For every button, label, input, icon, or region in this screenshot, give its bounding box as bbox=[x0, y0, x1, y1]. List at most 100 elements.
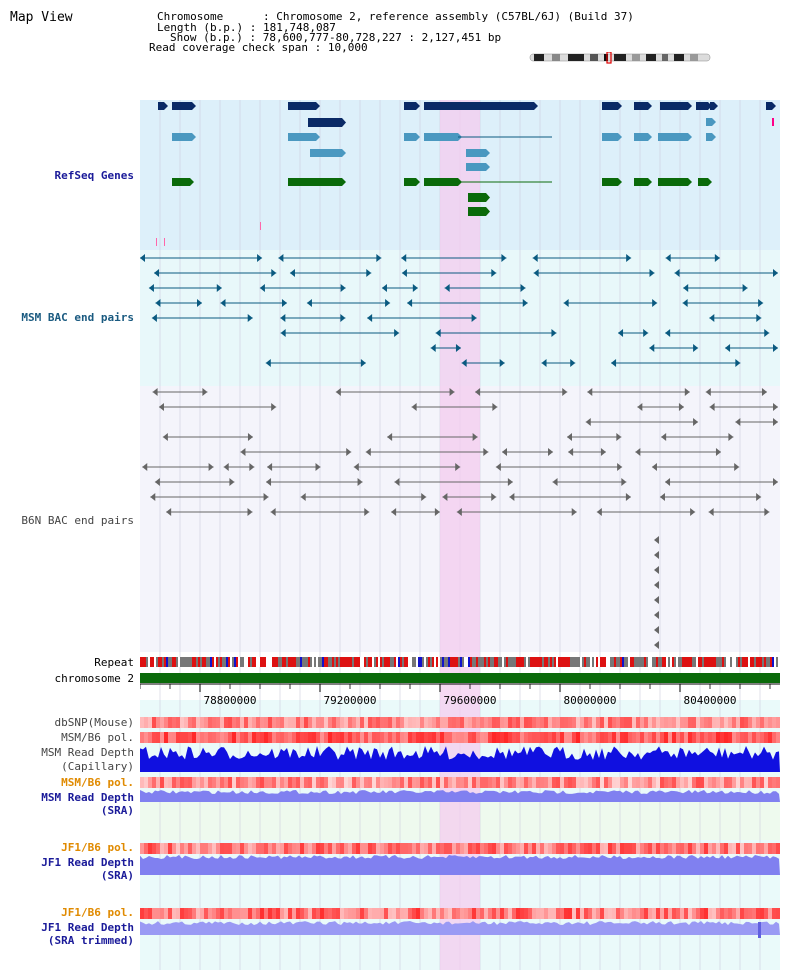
msm-b6-pol-heat bbox=[592, 732, 596, 743]
repeat-segment bbox=[172, 657, 174, 667]
repeat-segment bbox=[178, 657, 180, 667]
msm-read-depth-sra-label[interactable]: MSM Read Depth bbox=[41, 791, 134, 804]
jf1-b6-pol-trim-heat bbox=[576, 908, 580, 919]
jf1-b6-pol-heat bbox=[360, 843, 364, 854]
dbsnp-heat bbox=[624, 717, 628, 728]
jf1-b6-pol-heat bbox=[208, 843, 212, 854]
repeat-segment bbox=[268, 657, 270, 667]
jf1-read-depth-trimmed-label[interactable]: JF1 Read Depth bbox=[41, 921, 134, 934]
gene-exon-teal bbox=[288, 133, 316, 141]
msm-b6-pol-heat bbox=[208, 732, 212, 743]
jf1-b6-pol-trimmed-label[interactable]: JF1/B6 pol. bbox=[61, 906, 134, 919]
repeat-segment bbox=[166, 657, 168, 667]
jf1-b6-pol-heat bbox=[460, 843, 464, 854]
jf1-depth-spike bbox=[758, 922, 761, 938]
repeat-track-label[interactable]: Repeat bbox=[94, 656, 134, 669]
jf1-b6-pol-label[interactable]: JF1/B6 pol. bbox=[61, 841, 134, 854]
jf1-b6-pol-trim-heat bbox=[472, 908, 476, 919]
dbsnp-heat bbox=[264, 717, 268, 728]
msm-bac-track-label[interactable]: MSM BAC end pairs bbox=[21, 311, 134, 324]
jf1-b6-pol-trim-heat bbox=[356, 908, 360, 919]
repeat-segment bbox=[676, 657, 678, 667]
repeat-segment bbox=[754, 657, 756, 667]
gene-exon-navy bbox=[634, 102, 648, 110]
jf1-b6-pol-trim-heat bbox=[728, 908, 732, 919]
jf1-b6-pol-trim-heat bbox=[756, 908, 760, 919]
jf1-b6-pol-trim-heat bbox=[504, 908, 508, 919]
jf1-b6-pol-trim-heat bbox=[588, 908, 592, 919]
msm-b6-pol-heat bbox=[292, 732, 296, 743]
msm-b6-pol-sra-heat bbox=[740, 777, 744, 788]
jf1-b6-pol-heat bbox=[148, 843, 152, 854]
msm-b6-pol-heat bbox=[496, 732, 500, 743]
repeat-segment bbox=[222, 657, 224, 667]
jf1-b6-pol-heat bbox=[676, 843, 680, 854]
dbsnp-heat bbox=[448, 717, 452, 728]
jf1-b6-pol-heat bbox=[532, 843, 536, 854]
msm-b6-pol-heat bbox=[396, 732, 400, 743]
msm-b6-pol-heat bbox=[512, 732, 516, 743]
gene-exon-teal bbox=[424, 133, 458, 141]
repeat-segment bbox=[264, 657, 266, 667]
msm-read-depth-capillary-label[interactable]: MSM Read Depth bbox=[41, 746, 134, 759]
msm-b6-pol-sra-heat bbox=[236, 777, 240, 788]
repeat-segment bbox=[568, 657, 570, 667]
dbsnp-heat bbox=[708, 717, 712, 728]
jf1-b6-pol-trim-heat bbox=[464, 908, 468, 919]
jf1-b6-pol-heat bbox=[372, 843, 376, 854]
msm-b6-pol-sra-label[interactable]: MSM/B6 pol. bbox=[61, 776, 134, 789]
b6n-bac-track-label[interactable]: B6N BAC end pairs bbox=[21, 514, 134, 527]
msm-b6-pol-sra-heat bbox=[240, 777, 244, 788]
repeat-segment bbox=[156, 657, 158, 667]
jf1-b6-pol-heat bbox=[424, 843, 428, 854]
repeat-segment bbox=[270, 657, 272, 667]
jf1-b6-pol-trim-heat bbox=[268, 908, 272, 919]
msm-b6-pol-heat bbox=[568, 732, 572, 743]
repeat-segment bbox=[322, 657, 324, 667]
jf1-b6-pol-heat bbox=[380, 843, 384, 854]
msm-b6-pol-sra-heat bbox=[708, 777, 712, 788]
repeat-segment bbox=[684, 657, 686, 667]
map-view-title: Map View bbox=[10, 10, 73, 25]
repeat-segment bbox=[298, 657, 300, 667]
msm-b6-pol-heat bbox=[252, 732, 256, 743]
dbsnp-heat bbox=[196, 717, 200, 728]
repeat-segment bbox=[664, 657, 666, 667]
chromosome-bar bbox=[140, 673, 780, 683]
repeat-segment bbox=[690, 657, 692, 667]
jf1-b6-pol-trim-heat bbox=[200, 908, 204, 919]
jf1-b6-pol-trim-heat bbox=[172, 908, 176, 919]
jf1-b6-pol-heat bbox=[752, 843, 756, 854]
jf1-b6-pol-heat bbox=[400, 843, 404, 854]
repeat-segment bbox=[310, 657, 312, 667]
dbsnp-heat bbox=[244, 717, 248, 728]
repeat-segment bbox=[592, 657, 594, 667]
jf1-b6-pol-trim-heat bbox=[164, 908, 168, 919]
jf1-b6-pol-trim-heat bbox=[436, 908, 440, 919]
jf1-b6-pol-heat bbox=[668, 843, 672, 854]
msm-b6-pol-heat bbox=[308, 732, 312, 743]
jf1-b6-pol-trim-heat bbox=[216, 908, 220, 919]
dbsnp-heat bbox=[724, 717, 728, 728]
dbsnp-heat bbox=[256, 717, 260, 728]
jf1-b6-pol-heat bbox=[264, 843, 268, 854]
jf1-b6-pol-trim-heat bbox=[352, 908, 356, 919]
msm-b6-pol-track-label[interactable]: MSM/B6 pol. bbox=[61, 731, 134, 744]
msm-b6-pol-sra-heat bbox=[628, 777, 632, 788]
dbsnp-heat bbox=[452, 717, 456, 728]
dbsnp-track-label[interactable]: dbSNP(Mouse) bbox=[54, 716, 134, 729]
jf1-b6-pol-trim-heat bbox=[292, 908, 296, 919]
jf1-b6-pol-trim-heat bbox=[740, 908, 744, 919]
msm-b6-pol-sra-heat bbox=[256, 777, 260, 788]
jf1-b6-pol-trim-heat bbox=[156, 908, 160, 919]
genome-track-panel[interactable]: 78800000 79200000 79600000 80000000 80400000 bbox=[140, 100, 780, 970]
chromosome-ideogram[interactable] bbox=[528, 52, 714, 64]
msm-b6-pol-sra-heat bbox=[524, 777, 528, 788]
msm-b6-pol-heat bbox=[212, 732, 216, 743]
refseq-track-label[interactable]: RefSeq Genes bbox=[54, 169, 134, 182]
jf1-read-depth-label[interactable]: JF1 Read Depth bbox=[41, 856, 134, 869]
msm-b6-pol-heat bbox=[572, 732, 576, 743]
repeat-segment bbox=[512, 657, 514, 667]
repeat-segment bbox=[726, 657, 728, 667]
repeat-segment bbox=[454, 657, 456, 667]
